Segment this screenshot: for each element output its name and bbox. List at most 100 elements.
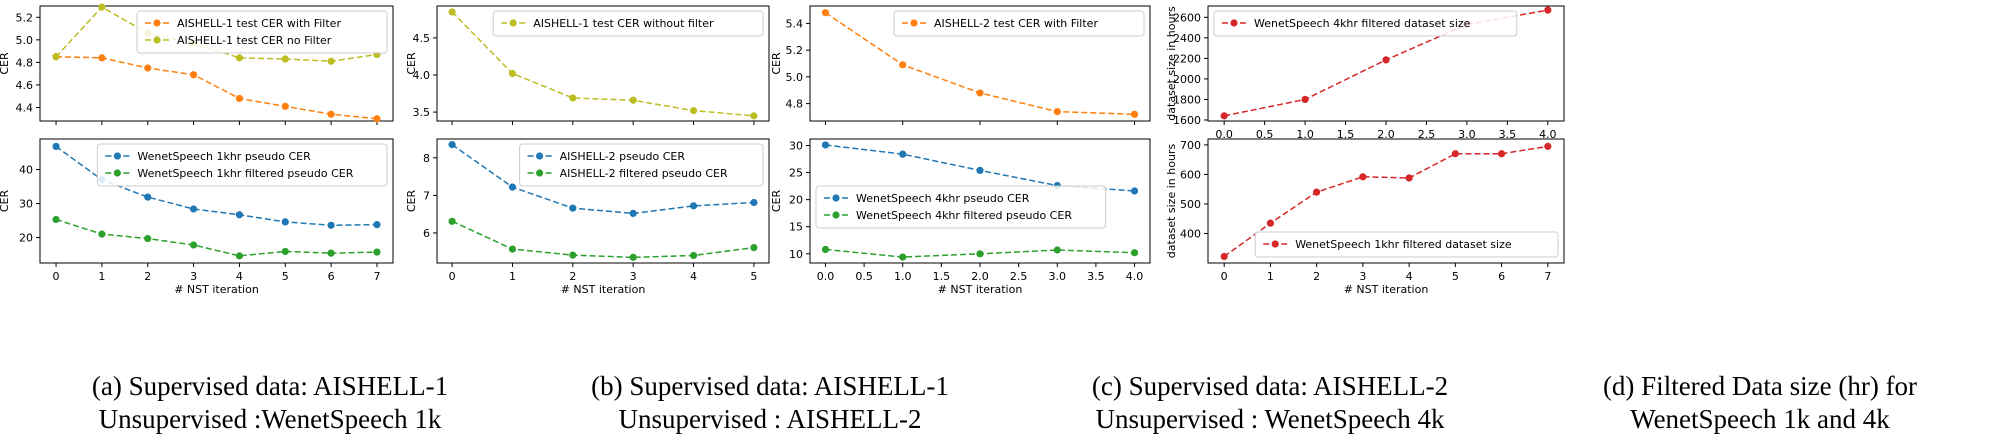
y-tick-label: 4.5 [413,32,431,45]
y-tick-label: 4.4 [16,101,34,114]
data-point [1053,246,1061,254]
x-tick-label: 4 [1406,270,1413,283]
x-tick-label: 0.5 [1256,128,1274,141]
x-tick-label: 0 [449,270,456,283]
data-point [373,221,381,229]
caption-a: (a) Supervised data: AISHELL-1 Unsupervi… [40,370,500,436]
x-axis-label: # NST iteration [938,283,1023,296]
legend-label: AISHELL-2 test CER with Filter [934,17,1098,30]
chart-panel-c-bottom: 10 15 20 25 30 0.0 0.5 1.0 1.5 2.0 2.5 3.0 3.5 4.0 CER… [770,138,1151,296]
x-tick-label: 1 [1267,270,1274,283]
data-point [569,94,577,102]
x-tick-label: 2.0 [1377,128,1395,141]
data-point [189,71,198,79]
legend-label: WenetSpeech 4khr filtered pseudo CER [856,209,1072,222]
legend: AISHELL-2 pseudo CER AISHELL-2 filtered p… [519,143,764,187]
data-point [189,205,198,213]
x-tick-label: 2 [144,270,151,283]
data-point [976,250,984,258]
y-axis-label: CER [770,52,783,75]
legend-label: AISHELL-1 test CER with Filter [177,17,341,30]
x-tick-label: 2.5 [1010,270,1028,283]
y-tick-label: 2600 [1173,11,1201,24]
data-point [327,221,335,229]
series-line-0 [56,55,378,120]
y-tick-label: 700 [1180,139,1201,152]
data-point [281,55,289,63]
plot-frame [436,138,770,264]
legend-swatch-marker [113,169,121,177]
data-point [1301,95,1309,104]
y-tick-label: 4.6 [16,79,34,92]
legend-label: AISHELL-1 test CER no Filter [177,34,332,47]
data-point [689,202,698,210]
data-point [1130,249,1139,257]
x-tick-label: 4.0 [1539,128,1557,141]
series-line-0 [451,11,754,117]
data-point [144,234,152,243]
data-point [144,64,152,72]
x-tick-label: 1.5 [1337,128,1355,141]
x-tick-label: 2 [569,270,576,283]
data-point [281,102,289,110]
y-tick-label: 8 [423,152,430,165]
data-point [1544,6,1552,14]
legend-swatch-marker [536,169,544,177]
y-tick-label: 1600 [1173,114,1201,127]
data-point [327,249,335,257]
data-point [373,115,381,123]
data-point [448,141,456,149]
legend-label: WenetSpeech 1khr pseudo CER [137,150,311,163]
x-tick-label: 3.0 [1458,128,1476,141]
data-point [1313,188,1321,196]
y-tick-label: 5.2 [786,44,804,57]
y-tick-label: 2400 [1173,32,1201,45]
plot-frame [436,5,770,122]
x-tick-label: 3.5 [1087,270,1105,283]
x-tick-label: 1 [98,270,105,283]
legend-swatch-marker [153,36,161,44]
chart-panel-b-bottom: 6 7 8 0 1 2 3 4 5 CER # NST iteration AISHELL-2 pse… [405,138,770,296]
data-point [52,142,60,151]
y-tick-label: 3.5 [413,106,431,119]
x-axis-label: # NST iteration [174,283,259,296]
data-point [1382,56,1390,64]
data-point [508,69,517,78]
x-tick-label: 3 [190,270,197,283]
y-tick-label: 20 [789,194,803,207]
x-tick-label: 4 [690,270,697,283]
chart-panel-a-bottom: 20 30 40 0 1 2 3 4 5 6 7 CER # NST iteration WenetSpe… [0,138,394,296]
legend: WenetSpeech 1khr filtered dataset size [1254,231,1559,258]
y-axis-label: CER [405,52,418,75]
x-tick-label: 0 [53,270,60,283]
x-tick-label: 3 [630,270,637,283]
legend-box [1254,231,1559,258]
x-tick-label: 4 [236,270,243,283]
y-tick-label: 1800 [1173,93,1201,106]
data-point [508,245,517,253]
data-point [1405,174,1413,182]
y-tick-label: 4.8 [16,56,34,69]
data-point [689,251,698,260]
y-tick-label: 5.2 [16,11,34,24]
y-tick-label: 4.8 [786,98,804,111]
caption-d-line2: WenetSpeech 1k and 4k [1630,404,1890,434]
x-tick-label: 0.0 [1215,128,1233,141]
legend-swatch-marker [832,211,840,219]
caption-c: (c) Supervised data: AISHELL-2 Unsupervi… [1040,370,1500,436]
series-line-0 [1223,145,1548,258]
caption-c-line1: (c) Supervised data: AISHELL-2 [1091,371,1449,401]
data-point [235,252,244,260]
legend-swatch-marker [536,152,544,160]
legend-box [492,10,764,37]
data-point [899,253,907,261]
legend: WenetSpeech 1khr pseudo CER WenetSpeech 1… [96,143,388,187]
x-tick-label: 3 [1359,270,1366,283]
data-point [689,107,698,115]
data-point [508,183,517,191]
chart-panel-d-bottom: 400 500 600 700 0 1 2 3 4 5 6 7 dataset size in hour… [1165,138,1565,296]
x-tick-label: 5 [750,270,757,283]
x-tick-label: 1 [509,270,516,283]
data-point [569,251,577,259]
plot-frame [1207,138,1565,264]
